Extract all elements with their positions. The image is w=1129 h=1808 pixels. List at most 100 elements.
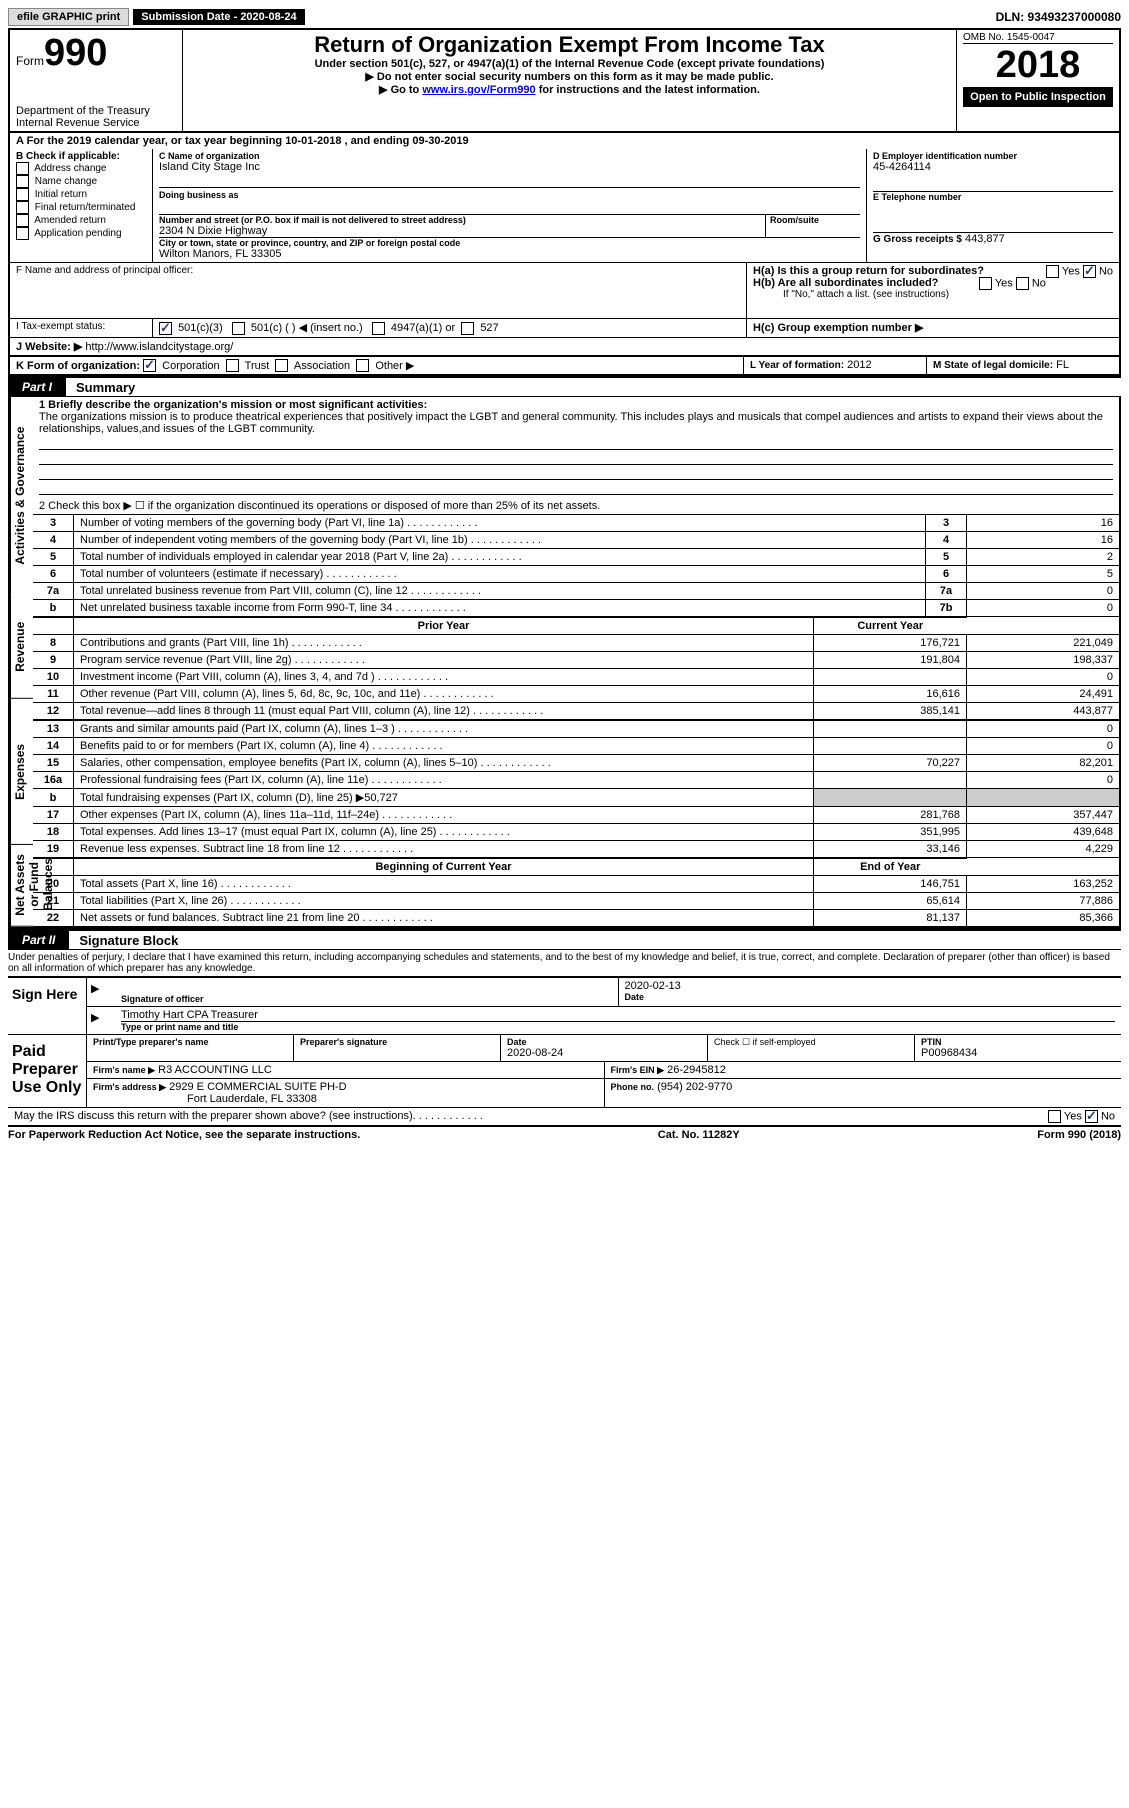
street-address: 2304 N Dixie Highway bbox=[159, 225, 765, 237]
firm-addr2: Fort Lauderdale, FL 33308 bbox=[93, 1093, 317, 1105]
sig-officer-label: Signature of officer bbox=[121, 994, 612, 1004]
discuss-yes[interactable] bbox=[1048, 1110, 1061, 1123]
date-label: Date bbox=[625, 992, 1116, 1002]
j-label: J Website: ▶ bbox=[16, 341, 82, 353]
ein: 45-4264114 bbox=[873, 161, 1113, 173]
city-label: City or town, state or province, country… bbox=[159, 238, 860, 248]
i-4947[interactable] bbox=[372, 322, 385, 335]
dln: DLN: 93493237000080 bbox=[996, 10, 1121, 24]
i-501c3[interactable] bbox=[159, 322, 172, 335]
k-corp[interactable] bbox=[143, 359, 156, 372]
form-subtitle: Under section 501(c), 527, or 4947(a)(1)… bbox=[189, 58, 950, 70]
omb-number: OMB No. 1545-0047 bbox=[963, 32, 1113, 44]
b-option-checkbox[interactable] bbox=[16, 214, 29, 227]
sig-date: 2020-02-13 bbox=[625, 980, 1116, 992]
c-name-label: C Name of organization bbox=[159, 151, 860, 161]
k-other[interactable] bbox=[356, 359, 369, 372]
firm-name: R3 ACCOUNTING LLC bbox=[158, 1064, 272, 1076]
firm-phone: (954) 202-9770 bbox=[657, 1081, 732, 1093]
part2-header: Part II Signature Block bbox=[8, 929, 1121, 950]
discuss-question: May the IRS discuss this return with the… bbox=[14, 1110, 413, 1123]
i-label: I Tax-exempt status: bbox=[10, 319, 153, 338]
ha-no[interactable] bbox=[1083, 265, 1096, 278]
q1-label: 1 Briefly describe the organization's mi… bbox=[39, 399, 1113, 411]
f-label: F Name and address of principal officer: bbox=[16, 265, 740, 276]
m-label: M State of legal domicile: bbox=[933, 360, 1053, 371]
part2-title: Signature Block bbox=[69, 933, 178, 948]
city-state-zip: Wilton Manors, FL 33305 bbox=[159, 248, 860, 260]
firm-ein: 26-2945812 bbox=[667, 1064, 726, 1076]
g-label: G Gross receipts $ bbox=[873, 234, 962, 245]
dept-treasury: Department of the Treasury bbox=[16, 105, 176, 117]
vlabel-netassets: Net Assets or Fund Balances bbox=[10, 844, 33, 927]
paperwork-notice: For Paperwork Reduction Act Notice, see … bbox=[8, 1129, 360, 1141]
vlabel-expenses: Expenses bbox=[10, 699, 33, 845]
prep-date: 2020-08-24 bbox=[507, 1047, 701, 1059]
expenses-table: 13Grants and similar amounts paid (Part … bbox=[33, 720, 1119, 858]
self-employed: Check ☐ if self-employed bbox=[708, 1035, 915, 1061]
dept-irs: Internal Revenue Service bbox=[16, 117, 176, 129]
year-formed: 2012 bbox=[847, 359, 871, 371]
form-version: Form 990 (2018) bbox=[1037, 1129, 1121, 1141]
form-number: 990 bbox=[44, 32, 107, 74]
b-label: B Check if applicable: bbox=[16, 151, 146, 162]
l-label: L Year of formation: bbox=[750, 360, 844, 371]
hb-label: H(b) Are all subordinates included? bbox=[753, 277, 938, 289]
paid-preparer-label: Paid Preparer Use Only bbox=[8, 1035, 87, 1107]
i-527[interactable] bbox=[461, 322, 474, 335]
part2-label: Part II bbox=[8, 931, 69, 949]
perjury-statement: Under penalties of perjury, I declare th… bbox=[8, 950, 1121, 976]
goto-note: ▶ Go to www.irs.gov/Form990 for instruct… bbox=[189, 83, 950, 96]
vlabel-governance: Activities & Governance bbox=[10, 397, 33, 595]
ha-label: H(a) Is this a group return for subordin… bbox=[753, 265, 984, 277]
page-footer: For Paperwork Reduction Act Notice, see … bbox=[8, 1127, 1121, 1141]
org-name: Island City Stage Inc bbox=[159, 161, 860, 173]
k-assoc[interactable] bbox=[275, 359, 288, 372]
form990-link[interactable]: www.irs.gov/Form990 bbox=[422, 84, 535, 96]
prep-sig-label: Preparer's signature bbox=[300, 1037, 494, 1047]
k-trust[interactable] bbox=[226, 359, 239, 372]
ha-yes[interactable] bbox=[1046, 265, 1059, 278]
b-option-checkbox[interactable] bbox=[16, 227, 29, 240]
b-option-checkbox[interactable] bbox=[16, 175, 29, 188]
efile-print-button[interactable]: efile GRAPHIC print bbox=[8, 8, 129, 26]
room-label: Room/suite bbox=[770, 215, 860, 225]
ssn-note: ▶ Do not enter social security numbers o… bbox=[189, 70, 950, 83]
form-header: Form990 Department of the Treasury Inter… bbox=[8, 28, 1121, 133]
officer-name: Timothy Hart CPA Treasurer bbox=[121, 1009, 1115, 1021]
line-a: A For the 2019 calendar year, or tax yea… bbox=[8, 133, 1121, 149]
public-inspection: Open to Public Inspection bbox=[963, 87, 1113, 107]
hb-no[interactable] bbox=[1016, 277, 1029, 290]
discuss-no[interactable] bbox=[1085, 1110, 1098, 1123]
part1-label: Part I bbox=[8, 378, 66, 396]
dba-label: Doing business as bbox=[159, 187, 860, 200]
hb-note: If "No," attach a list. (see instruction… bbox=[753, 289, 1113, 300]
addr-label: Number and street (or P.O. box if mail i… bbox=[159, 215, 765, 225]
hc-label: H(c) Group exemption number ▶ bbox=[753, 322, 923, 334]
b-option-checkbox[interactable] bbox=[16, 162, 29, 175]
b-option-checkbox[interactable] bbox=[16, 188, 29, 201]
e-label: E Telephone number bbox=[873, 191, 1113, 202]
signature-block: Sign Here ▶ Signature of officer 2020-02… bbox=[8, 976, 1121, 1127]
prep-name-label: Print/Type preparer's name bbox=[93, 1037, 287, 1047]
form-label: Form bbox=[16, 54, 44, 68]
governance-table: 3Number of voting members of the governi… bbox=[33, 514, 1119, 617]
i-501c[interactable] bbox=[232, 322, 245, 335]
entity-info: B Check if applicable: Address change Na… bbox=[8, 149, 1121, 376]
firm-addr1: 2929 E COMMERCIAL SUITE PH-D bbox=[169, 1081, 346, 1093]
sign-here-label: Sign Here bbox=[8, 978, 87, 1034]
vlabel-revenue: Revenue bbox=[10, 595, 33, 699]
part1-header: Part I Summary bbox=[8, 376, 1121, 397]
k-label: K Form of organization: bbox=[16, 360, 140, 372]
q2-text: 2 Check this box ▶ ☐ if the organization… bbox=[33, 497, 1119, 514]
revenue-table: Prior YearCurrent Year 8Contributions an… bbox=[33, 617, 1119, 720]
website: http://www.islandcitystage.org/ bbox=[85, 341, 233, 353]
d-label: D Employer identification number bbox=[873, 151, 1113, 161]
type-name-label: Type or print name and title bbox=[121, 1021, 1115, 1032]
netassets-table: Beginning of Current YearEnd of Year 20T… bbox=[33, 858, 1119, 927]
submission-date: Submission Date - 2020-08-24 bbox=[133, 9, 304, 25]
gross-receipts: 443,877 bbox=[965, 233, 1005, 245]
tax-year: 2018 bbox=[963, 44, 1113, 87]
hb-yes[interactable] bbox=[979, 277, 992, 290]
b-option-checkbox[interactable] bbox=[16, 201, 29, 214]
